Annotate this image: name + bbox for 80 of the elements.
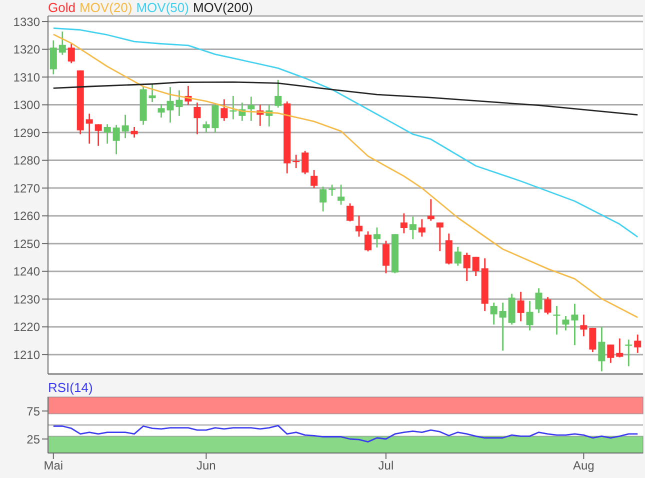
x-tick-label: Jul <box>378 458 394 473</box>
x-tick-label: Jun <box>196 458 216 473</box>
candlestick <box>355 215 362 238</box>
candlestick <box>427 198 434 222</box>
text: RSI(14) <box>48 380 93 395</box>
y-tick-label: 1240 <box>13 264 40 279</box>
candlestick <box>248 96 255 122</box>
candlestick <box>544 296 552 316</box>
candlestick <box>212 104 219 134</box>
candlestick <box>220 98 228 122</box>
text: MOV(50) <box>136 0 189 15</box>
candlestick <box>382 240 390 274</box>
candlestick <box>364 230 372 252</box>
candlestick <box>194 102 201 135</box>
candlestick <box>202 120 210 134</box>
y-tick-label: 75 <box>26 404 40 418</box>
candlestick <box>580 314 588 337</box>
candlestick <box>130 126 138 138</box>
candlestick <box>562 315 570 332</box>
candlestick <box>598 326 606 372</box>
candlestick <box>328 184 336 197</box>
text: MOV(200) <box>192 0 253 15</box>
line-series <box>52 28 638 238</box>
candlestick <box>409 216 416 240</box>
y-tick-label: 1250 <box>13 236 40 251</box>
y-tick-label: 1270 <box>13 181 40 196</box>
candlestick <box>58 30 66 56</box>
candlestick <box>104 124 111 144</box>
y-tick-label: 1230 <box>13 292 40 306</box>
candlestick <box>338 184 345 206</box>
candlestick <box>463 252 470 282</box>
candlestick <box>418 218 426 238</box>
y-tick-label: 1330 <box>13 14 40 29</box>
candlestick <box>346 202 354 222</box>
x-tick-label: Aug <box>573 458 594 473</box>
y-tick-label: 1220 <box>13 320 40 334</box>
candlestick <box>445 232 452 266</box>
line-series <box>52 34 638 318</box>
candlestick <box>499 302 506 352</box>
candlestick <box>607 344 614 364</box>
candlestick <box>571 303 578 346</box>
candlestick <box>625 338 632 367</box>
y-tick-label: 1300 <box>13 98 40 112</box>
y-tick-label: 1280 <box>13 154 40 168</box>
text: Gold <box>48 0 76 15</box>
candlestick <box>373 226 380 248</box>
candlestick <box>122 114 129 139</box>
candlestick <box>634 334 642 354</box>
y-tick-label: 1290 <box>13 126 40 140</box>
candlestick <box>320 186 327 212</box>
candlestick <box>436 222 444 252</box>
candlestick <box>86 112 93 144</box>
y-tick-label: 25 <box>26 432 40 446</box>
line-series <box>52 424 638 442</box>
candlestick <box>454 246 462 266</box>
candlestick <box>302 150 309 175</box>
candlestick <box>517 291 524 322</box>
line-series <box>52 81 638 116</box>
candlestick <box>68 43 75 64</box>
candlestick <box>535 288 542 314</box>
candlestick <box>176 90 183 117</box>
candlestick <box>274 79 282 108</box>
candlestick <box>310 169 318 189</box>
y-tick-label: 1320 <box>13 42 40 57</box>
candlestick <box>50 40 57 75</box>
candlestick <box>553 305 560 336</box>
candlestick <box>472 256 480 277</box>
candlestick <box>589 327 596 353</box>
candlestick <box>400 212 408 234</box>
candlestick <box>94 124 102 147</box>
x-tick-label: Mai <box>44 458 64 473</box>
candlestick <box>616 338 624 358</box>
y-tick-label: 1210 <box>13 348 40 362</box>
y-tick-label: 1310 <box>13 70 40 84</box>
candlestick <box>526 300 534 332</box>
candlestick <box>148 83 156 103</box>
text: MOV(20) <box>79 0 132 15</box>
candlestick <box>112 124 120 155</box>
y-tick-label: 1260 <box>13 209 40 224</box>
candlestick <box>490 302 498 326</box>
